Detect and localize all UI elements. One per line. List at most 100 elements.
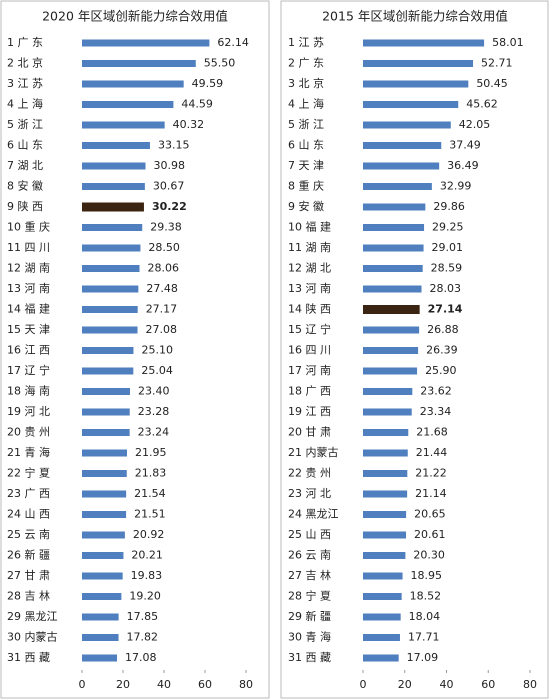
panel-border (0, 0, 270, 699)
category-label: 6 山 东 (7, 139, 43, 152)
bar (363, 326, 420, 334)
category-label: 11 四 川 (7, 241, 50, 254)
bar (82, 121, 165, 129)
category-label: 22 宁 夏 (7, 466, 50, 480)
value-label: 17.08 (125, 651, 157, 664)
bar (363, 60, 474, 67)
category-label: 28 宁 夏 (288, 589, 331, 603)
value-label: 27.08 (146, 323, 178, 336)
category-label: 25 云 南 (7, 528, 50, 541)
bar (363, 265, 423, 272)
x-tick-label: 60 (481, 678, 495, 691)
value-label: 19.83 (131, 569, 163, 582)
category-label: 31 西 藏 (7, 651, 50, 664)
bar (363, 162, 440, 170)
value-label: 37.49 (449, 139, 481, 152)
value-label: 62.14 (217, 36, 249, 49)
category-label: 4 上 海 (7, 97, 43, 111)
category-label: 10 福 建 (288, 220, 331, 234)
value-label: 18.52 (410, 590, 442, 603)
value-label: 29.38 (150, 221, 182, 234)
value-label: 17.09 (407, 651, 439, 664)
bar (82, 429, 130, 436)
bar (82, 101, 174, 108)
value-label: 17.85 (127, 610, 159, 623)
bar (82, 202, 144, 212)
category-label: 7 天 津 (288, 159, 324, 172)
category-label: 28 吉 林 (7, 589, 50, 603)
value-label: 55.50 (204, 57, 236, 70)
bar (363, 613, 401, 621)
bar (363, 449, 408, 457)
category-label: 21 青 海 (7, 445, 50, 459)
bar (363, 388, 413, 395)
bar (82, 306, 138, 313)
bar (363, 572, 403, 580)
bar (363, 408, 412, 416)
value-label: 29.86 (433, 200, 465, 213)
category-label: 10 重 庆 (7, 220, 50, 234)
category-label: 29 黑龙江 (7, 610, 58, 623)
x-tick-label: 80 (239, 678, 253, 691)
category-label: 6 山 东 (288, 139, 324, 152)
bar (363, 654, 399, 662)
bar (363, 39, 485, 47)
category-label: 1 江 苏 (288, 36, 324, 49)
bar (363, 142, 442, 149)
category-label: 23 河 北 (288, 487, 331, 500)
bar (82, 142, 150, 149)
value-label: 30.98 (154, 159, 186, 172)
value-label: 33.15 (158, 139, 190, 152)
value-label: 20.65 (414, 508, 446, 521)
value-label: 23.28 (138, 405, 170, 418)
category-label: 13 河 南 (288, 282, 331, 295)
value-label: 28.50 (148, 241, 180, 254)
bar (82, 162, 146, 170)
bar (82, 285, 139, 293)
category-label: 25 山 西 (288, 528, 331, 541)
value-label: 19.20 (129, 590, 161, 603)
value-label: 18.95 (411, 569, 443, 582)
value-label: 23.40 (138, 385, 170, 398)
bar (363, 285, 422, 293)
bar (82, 326, 138, 334)
bar (363, 224, 425, 231)
bar (82, 449, 127, 457)
bar (82, 552, 124, 559)
category-label: 8 安 徽 (7, 179, 43, 193)
category-label: 15 辽 宁 (288, 322, 331, 336)
value-label: 23.34 (420, 405, 452, 418)
bar (82, 39, 210, 47)
category-label: 24 山 西 (7, 508, 50, 521)
value-label: 30.67 (153, 180, 185, 193)
category-label: 20 甘 肃 (288, 426, 331, 439)
category-label: 22 贵 州 (288, 467, 331, 480)
value-label: 23.62 (420, 385, 452, 398)
category-label: 21 内蒙古 (288, 445, 339, 459)
category-label: 14 陕 西 (288, 302, 331, 316)
value-label: 50.45 (476, 77, 508, 90)
value-label: 21.54 (134, 487, 166, 500)
category-label: 27 甘 肃 (7, 569, 50, 582)
bar (82, 244, 141, 252)
category-label: 8 重 庆 (288, 179, 324, 193)
bar (363, 367, 418, 375)
x-tick-label: 0 (360, 678, 367, 691)
category-label: 12 湖 南 (7, 262, 50, 275)
category-label: 18 广 西 (288, 385, 331, 398)
category-label: 3 北 京 (288, 76, 324, 90)
value-label: 30.22 (152, 200, 187, 213)
value-label: 18.04 (409, 610, 441, 623)
chart-title: 2020 年区域创新能力综合效用值 (42, 9, 228, 24)
bar (363, 101, 459, 108)
bar (82, 572, 123, 580)
bar (363, 429, 409, 436)
bar (82, 654, 118, 662)
category-label: 3 江 苏 (7, 77, 43, 90)
value-label: 20.30 (413, 549, 445, 562)
value-label: 26.39 (426, 344, 458, 357)
value-label: 20.21 (131, 549, 163, 562)
value-label: 26.88 (427, 323, 459, 336)
value-label: 21.22 (415, 467, 447, 480)
x-tick-label: 80 (523, 678, 537, 691)
